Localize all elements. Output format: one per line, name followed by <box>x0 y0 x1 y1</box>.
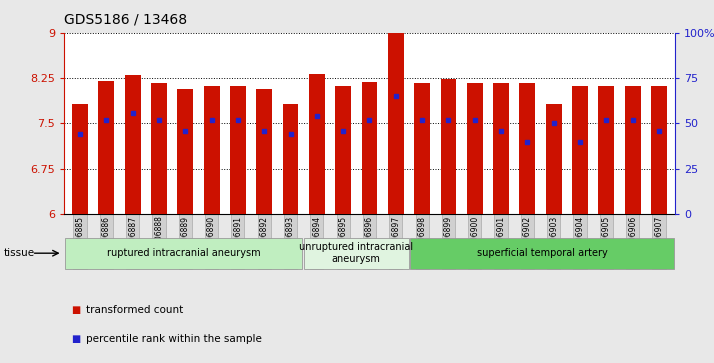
Bar <box>441 79 456 214</box>
FancyBboxPatch shape <box>304 238 408 269</box>
Bar <box>388 33 403 214</box>
Bar <box>467 83 483 214</box>
FancyBboxPatch shape <box>65 238 302 269</box>
Text: unruptured intracranial
aneurysm: unruptured intracranial aneurysm <box>299 242 413 264</box>
FancyBboxPatch shape <box>410 238 674 269</box>
Text: percentile rank within the sample: percentile rank within the sample <box>86 334 261 344</box>
Bar <box>598 86 614 214</box>
Bar <box>572 86 588 214</box>
Bar <box>177 89 193 214</box>
Text: ruptured intracranial aneurysm: ruptured intracranial aneurysm <box>107 248 261 258</box>
Bar <box>125 75 141 214</box>
Text: ■: ■ <box>71 305 81 315</box>
Bar <box>203 86 219 214</box>
Bar <box>545 104 562 214</box>
Bar <box>336 86 351 214</box>
Bar <box>361 82 378 214</box>
Bar <box>72 104 88 214</box>
Text: ■: ■ <box>71 334 81 344</box>
Bar <box>283 104 298 214</box>
Text: tissue: tissue <box>4 248 35 258</box>
Bar <box>520 83 536 214</box>
Bar <box>230 86 246 214</box>
Bar <box>256 89 272 214</box>
Bar <box>651 86 667 214</box>
Text: superficial temporal artery: superficial temporal artery <box>477 248 608 258</box>
Bar <box>151 83 167 214</box>
Bar <box>493 83 509 214</box>
Bar <box>99 81 114 214</box>
Bar <box>625 86 640 214</box>
Text: GDS5186 / 13468: GDS5186 / 13468 <box>64 13 187 27</box>
Bar <box>414 83 430 214</box>
Bar <box>309 74 325 214</box>
Text: transformed count: transformed count <box>86 305 183 315</box>
